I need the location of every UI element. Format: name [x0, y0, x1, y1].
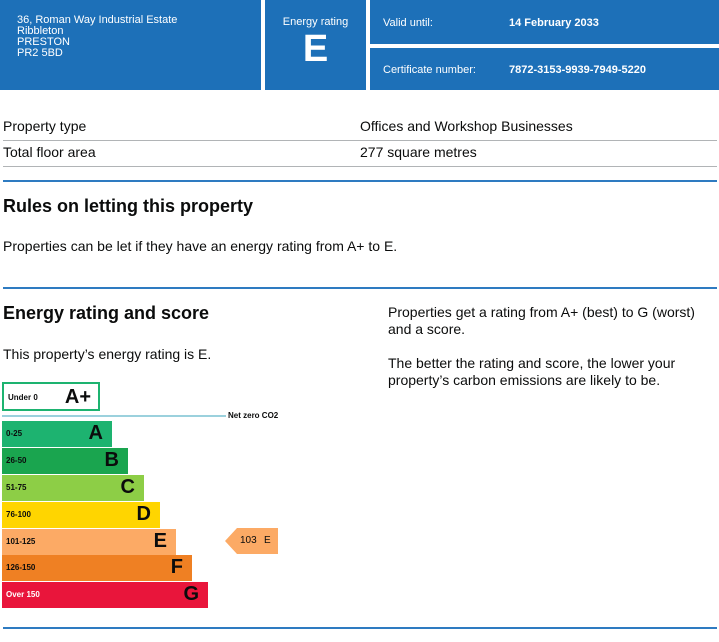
band-f-range: 126-150	[6, 563, 36, 572]
band-f-letter: F	[170, 556, 183, 578]
address-line-2: Ribbleton	[17, 25, 64, 37]
net-zero-label: Net zero CO2	[228, 411, 279, 420]
band-g: Over 150 G	[2, 582, 208, 608]
valid-until-label: Valid until:	[383, 17, 433, 29]
band-d: 76-100 D	[2, 502, 160, 528]
current-rating-pointer: 103 E	[225, 528, 278, 554]
property-type-label: Property type	[3, 118, 87, 134]
address-line-4: PR2 5BD	[17, 47, 63, 59]
band-c-letter: C	[120, 476, 135, 498]
band-c: 51-75 C	[2, 475, 144, 501]
valid-until-cell: Valid until: 14 February 2033	[370, 0, 719, 44]
rating-heading: Energy rating and score	[3, 303, 210, 323]
band-f: 126-150 F	[2, 555, 192, 581]
floor-area-label: Total floor area	[3, 144, 96, 160]
band-d-letter: D	[136, 503, 151, 525]
section-divider	[3, 180, 717, 182]
band-c-range: 51-75	[6, 483, 27, 492]
property-type-value: Offices and Workshop Businesses	[360, 118, 573, 134]
energy-rating-label: Energy rating	[282, 16, 349, 28]
energy-rating-chart: Under 0 A+ Net zero CO2 0-25 A 26-50 B 5…	[0, 380, 300, 612]
band-d-range: 76-100	[6, 510, 31, 519]
band-g-letter: G	[183, 583, 199, 605]
address-line-3: PRESTON	[17, 36, 70, 48]
band-e-range: 101-125	[6, 537, 36, 546]
valid-until-value: 14 February 2033	[509, 17, 599, 29]
section-divider	[3, 287, 717, 289]
pointer-arrow-shape	[225, 528, 278, 554]
band-aplus-letter: A+	[64, 386, 91, 408]
property-address: 36, Roman Way Industrial Estate Ribbleto…	[0, 0, 261, 90]
band-e: 101-125 E	[2, 529, 176, 555]
band-g-range: Over 150	[6, 590, 40, 599]
rating-explainer-1: Properties get a rating from A+ (best) t…	[388, 304, 695, 337]
letting-text: Properties can be let if they have an en…	[3, 238, 398, 254]
band-a: 0-25 A	[2, 421, 112, 447]
property-type-row: Property type Offices and Workshop Busin…	[3, 115, 717, 141]
letting-heading: Rules on letting this property	[3, 196, 254, 216]
rating-intro: This property’s energy rating is E.	[3, 346, 212, 362]
address-line-1: 36, Roman Way Industrial Estate	[17, 14, 178, 26]
current-score: 103	[240, 535, 257, 546]
band-b: 26-50 B	[2, 448, 128, 474]
band-a-letter: A	[88, 422, 103, 444]
certificate-number-value: 7872-3153-9939-7949-5220	[509, 64, 647, 76]
section-divider	[3, 627, 717, 629]
net-zero-line	[2, 415, 226, 417]
band-e-letter: E	[153, 530, 167, 552]
floor-area-row: Total floor area 277 square metres	[3, 141, 717, 167]
certificate-number-cell: Certificate number: 7872-3153-9939-7949-…	[370, 48, 719, 90]
band-a-range: 0-25	[6, 429, 23, 438]
floor-area-value: 277 square metres	[360, 144, 477, 160]
band-aplus: Under 0 A+	[2, 382, 100, 411]
band-aplus-range: Under 0	[8, 393, 38, 402]
energy-rating-letter: E	[302, 28, 329, 70]
band-b-range: 26-50	[6, 456, 27, 465]
energy-rating-box: Energy rating E	[265, 0, 366, 90]
current-rating-letter: E	[264, 535, 271, 546]
rating-explainer-2: The better the rating and score, the low…	[388, 355, 676, 388]
certificate-number-label: Certificate number:	[383, 64, 476, 76]
band-b-letter: B	[104, 449, 119, 471]
